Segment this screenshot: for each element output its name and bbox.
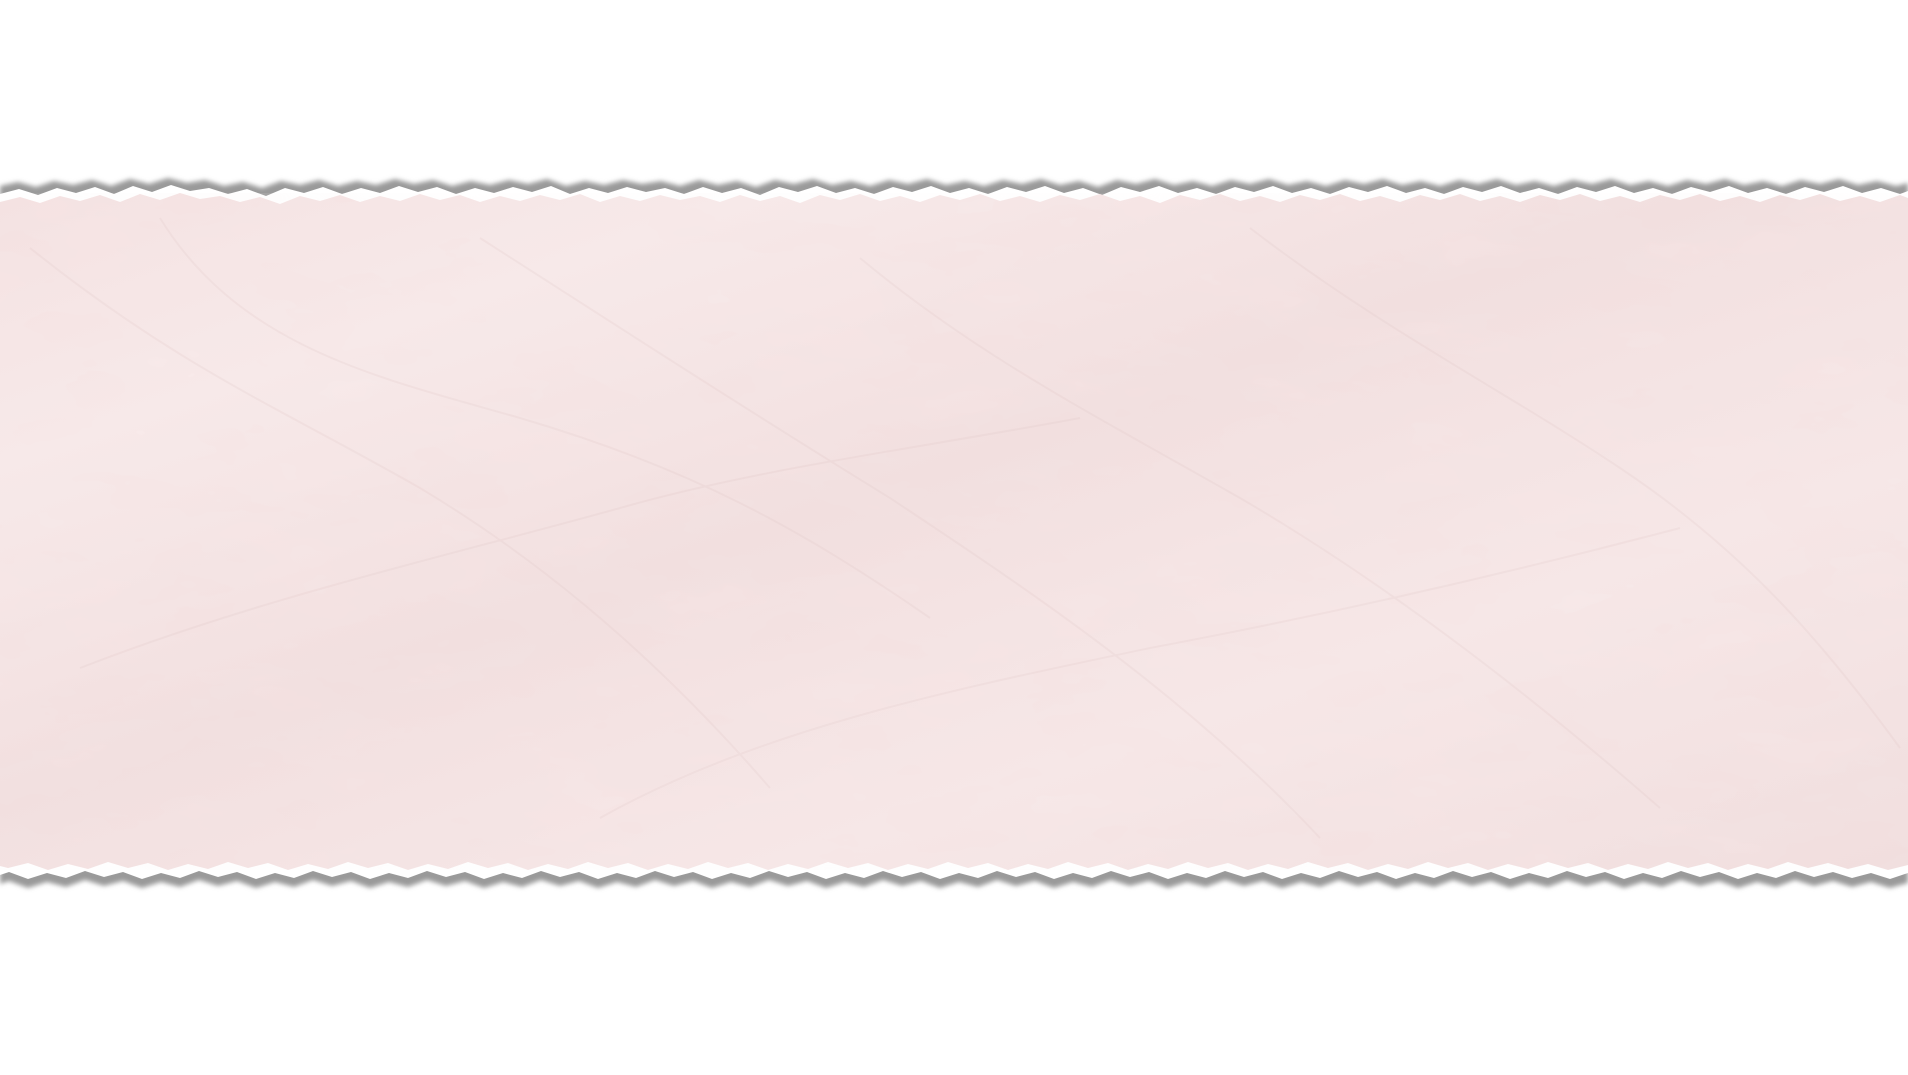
crease-line	[479, 237, 1321, 839]
crease-line	[29, 247, 771, 789]
crease-line	[1249, 227, 1901, 749]
crease-line	[79, 417, 1081, 669]
crease-line	[859, 257, 1661, 809]
crease-line	[159, 217, 931, 619]
torn-paper-strip-graphic	[0, 178, 1908, 888]
crease-line	[599, 527, 1681, 819]
paper-crease-lines	[29, 217, 1901, 839]
paper-surface	[0, 193, 1908, 870]
torn-paper-strip	[0, 168, 1908, 903]
